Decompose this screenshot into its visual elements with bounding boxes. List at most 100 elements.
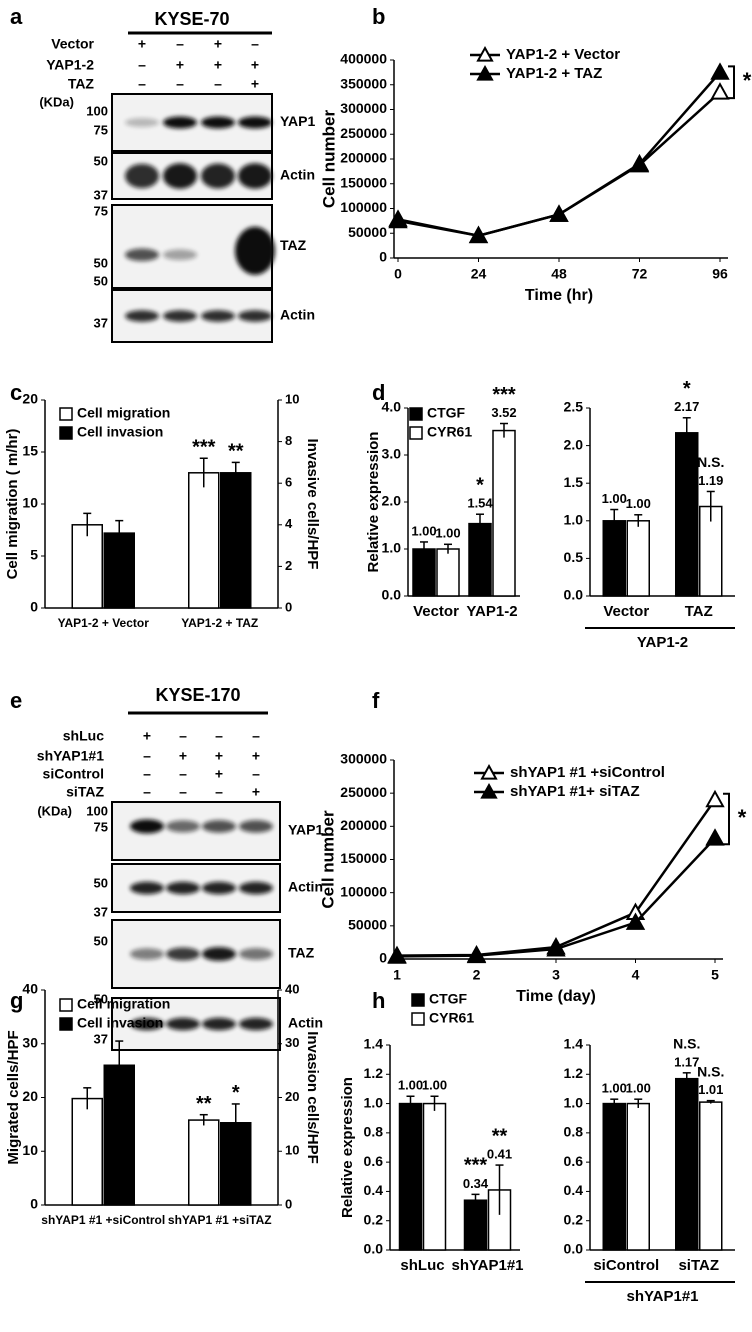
y-axis-title: Cell number — [318, 810, 337, 909]
y-tick-label: 0.8 — [564, 1124, 584, 1140]
sign: – — [179, 766, 187, 782]
value-label: 1.00 — [411, 523, 436, 538]
x-tick-label: 3 — [552, 967, 560, 983]
y-tick-label: 2.0 — [382, 493, 402, 509]
band — [202, 1017, 236, 1031]
y-tick-label: 30 — [22, 1034, 38, 1050]
value-label: 1.00 — [398, 1078, 423, 1093]
row-label: Vector — [51, 36, 94, 52]
value-label: 1.54 — [467, 496, 493, 511]
bar — [626, 520, 650, 597]
sig-bracket — [728, 65, 735, 100]
band — [166, 947, 200, 961]
blot-name: YAP1 — [288, 822, 324, 838]
bar — [492, 429, 516, 597]
y-tick-label: 10 — [22, 1142, 38, 1158]
band — [125, 163, 159, 189]
significance: ** — [492, 1125, 508, 1147]
sign: – — [215, 728, 223, 744]
band — [163, 249, 197, 261]
unit-label: (KDa) — [39, 94, 74, 109]
point-marker — [546, 938, 566, 957]
point-marker — [466, 945, 487, 964]
x-tick-label: shLuc — [400, 1257, 444, 1274]
band — [163, 163, 197, 189]
band — [163, 310, 197, 322]
significance: *** — [464, 1155, 488, 1177]
sign: – — [143, 748, 151, 764]
y-tick-label: 0.0 — [564, 1241, 584, 1257]
point-marker — [710, 62, 730, 80]
sign: + — [215, 748, 223, 764]
point-marker — [629, 153, 650, 172]
mw-marker: 75 — [94, 203, 108, 218]
blot-name: Actin — [280, 307, 315, 323]
panel-letter: g — [10, 988, 23, 1013]
band — [130, 881, 164, 895]
value-label: 0.34 — [463, 1176, 489, 1191]
sign: + — [252, 784, 260, 800]
value-label: 1.00 — [435, 526, 460, 541]
y-tick-label: 1.2 — [564, 1065, 584, 1081]
y-tick-label: 20 — [22, 1088, 38, 1104]
band — [163, 116, 197, 129]
y-tick-label: 1.0 — [364, 1094, 384, 1110]
legend-label: Cell invasion — [77, 424, 163, 440]
band — [130, 819, 164, 834]
mw-marker: 37 — [94, 1031, 108, 1046]
row-label: YAP1-2 — [46, 57, 94, 73]
significance: *** — [192, 437, 216, 459]
sign: + — [214, 36, 222, 52]
bar — [188, 1119, 220, 1206]
band — [166, 881, 200, 895]
y-tick-label: 50000 — [348, 224, 387, 240]
legend-label: shYAP1 #1+ siTAZ — [510, 783, 640, 800]
sign: – — [138, 57, 146, 73]
y-tick-label: 300000 — [340, 751, 387, 767]
bar — [188, 472, 220, 609]
row-label: TAZ — [68, 76, 95, 92]
significance: * — [476, 475, 484, 497]
band — [235, 226, 275, 275]
point-marker — [710, 82, 730, 100]
x-tick-label: 2 — [473, 967, 481, 983]
y-tick-label: 100000 — [340, 199, 387, 215]
band — [166, 820, 200, 833]
significance: * — [232, 1082, 240, 1104]
significance: N.S. — [673, 1036, 700, 1052]
x-axis-title: Time (hr) — [525, 287, 593, 304]
significance: ** — [196, 1093, 212, 1115]
sign: – — [179, 784, 187, 800]
sign: + — [251, 76, 259, 92]
legend-swatch — [411, 993, 425, 1007]
band — [238, 116, 272, 129]
legend-marker — [476, 64, 494, 81]
value-label: 1.00 — [602, 491, 627, 506]
y-axis-title: Cell number — [319, 110, 338, 209]
y-tick-label: 0.8 — [364, 1124, 384, 1140]
y-tick-label: 0.0 — [382, 587, 402, 603]
point-marker — [705, 789, 725, 808]
sign: – — [176, 36, 184, 52]
x-tick-label: siTAZ — [678, 1257, 719, 1274]
sign: – — [252, 728, 260, 744]
y-tick-label: 15 — [22, 443, 38, 459]
significance: * — [738, 805, 747, 830]
y-tick-label: 1.2 — [364, 1065, 384, 1081]
legend-swatch — [59, 426, 73, 440]
y-tick-label: 1.4 — [364, 1036, 384, 1052]
y-tick-label: 4.0 — [382, 399, 402, 415]
x-tick-label: 96 — [712, 266, 728, 282]
sign: + — [251, 57, 259, 73]
y2-tick-label: 10 — [285, 1143, 299, 1158]
value-label: 3.52 — [491, 405, 516, 420]
y-tick-label: 0.6 — [564, 1153, 584, 1169]
x-tick-label: YAP1-2 + Vector — [58, 616, 150, 630]
sig-bracket — [723, 792, 730, 846]
y-tick-label: 1.5 — [564, 474, 584, 490]
legend-label: CYR61 — [427, 424, 472, 440]
x-tick-label: YAP1-2 — [466, 603, 517, 620]
y-tick-label: 2.0 — [564, 436, 584, 452]
x-tick-label: 1 — [393, 967, 401, 983]
y-tick-label: 10 — [22, 495, 38, 511]
